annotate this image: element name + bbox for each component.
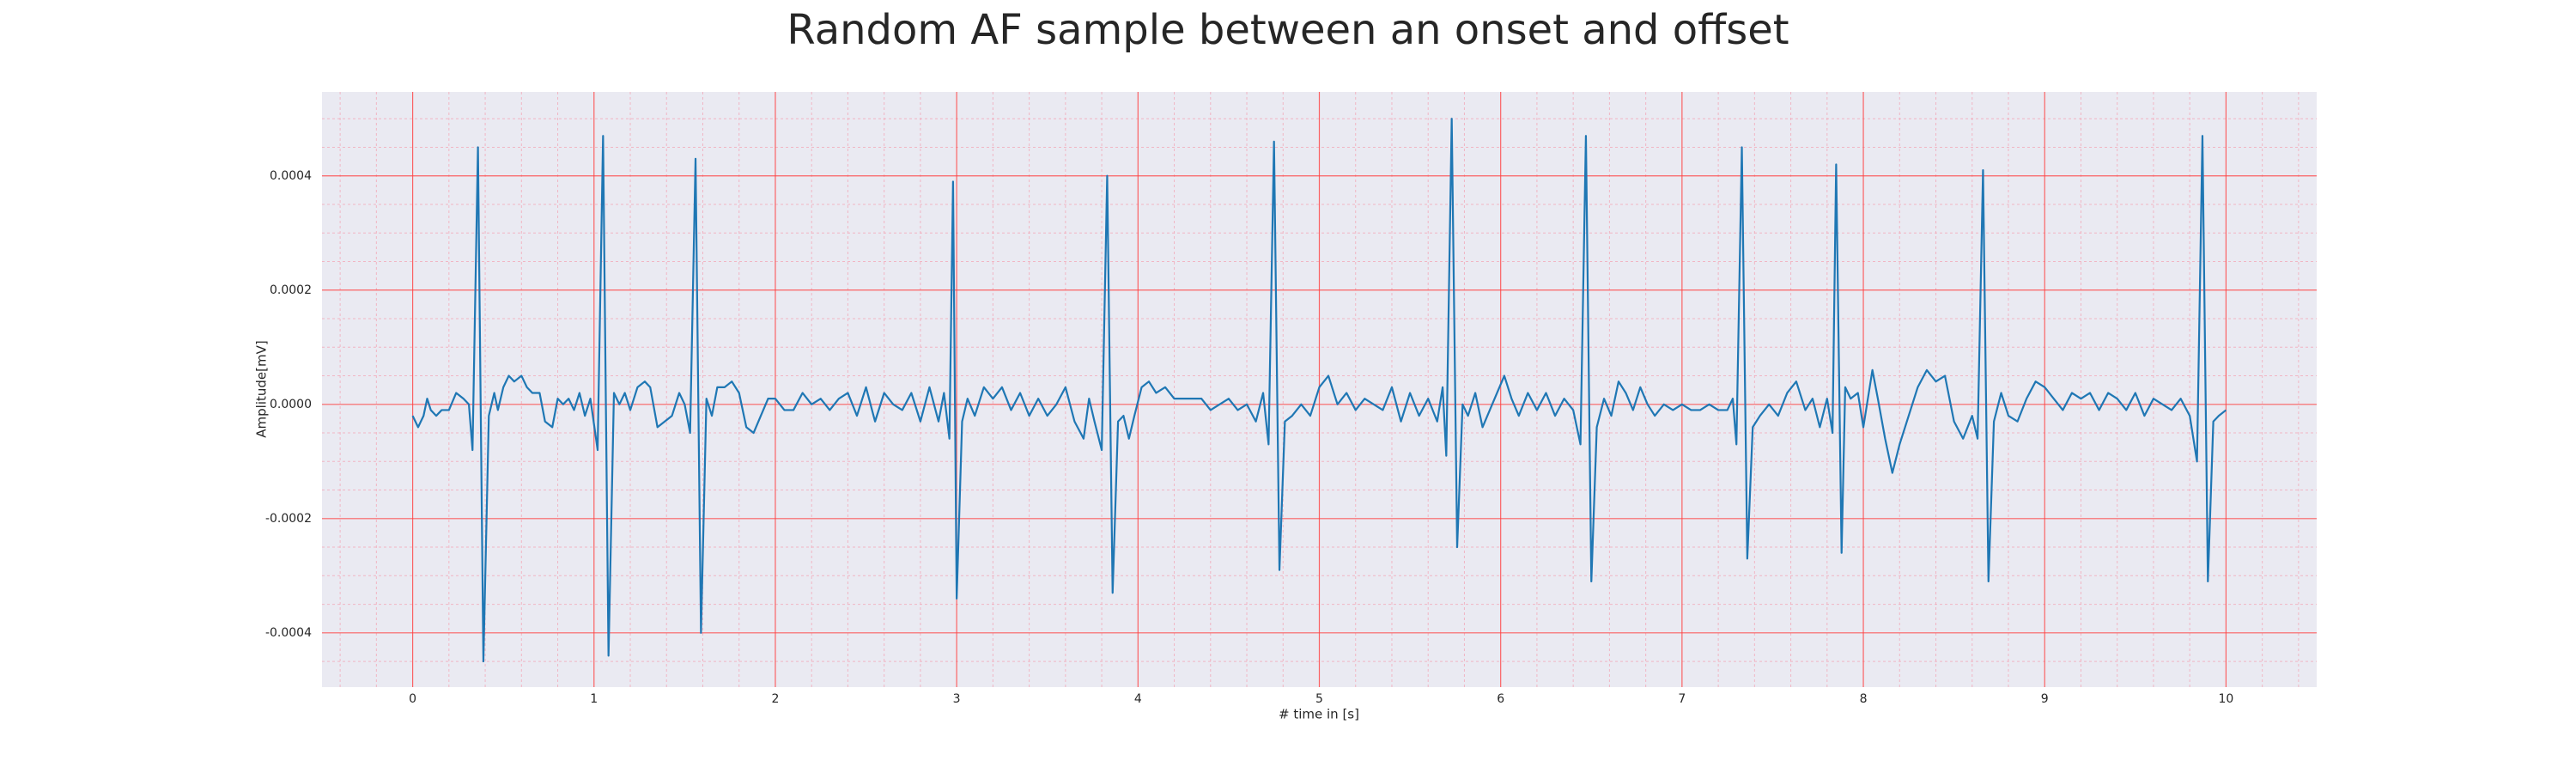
x-tick-label: 1: [590, 692, 598, 706]
y-tick-label: 0.0000: [270, 398, 312, 411]
x-tick-label: 5: [1315, 692, 1323, 706]
signal-line: [411, 118, 2227, 663]
y-tick-label: 0.0004: [270, 169, 312, 183]
y-tick-label: 0.0002: [270, 283, 312, 297]
y-axis-label: Amplitude[mV]: [254, 340, 270, 437]
chart-title: Random AF sample between an onset and of…: [787, 6, 1789, 54]
x-tick-label: 9: [2041, 692, 2049, 706]
x-tick-label: 10: [2218, 692, 2233, 706]
y-tick-label: -0.0002: [265, 512, 312, 526]
x-tick-label: 3: [953, 692, 961, 706]
x-tick-label: 4: [1134, 692, 1142, 706]
x-tick-label: 8: [1860, 692, 1868, 706]
x-tick-label: 7: [1678, 692, 1686, 706]
x-tick-label: 6: [1497, 692, 1504, 706]
y-tick-label: -0.0004: [265, 626, 312, 640]
x-tick-label: 0: [409, 692, 416, 706]
x-axis-label: # time in [s]: [1279, 707, 1359, 722]
x-tick-label: 2: [771, 692, 779, 706]
